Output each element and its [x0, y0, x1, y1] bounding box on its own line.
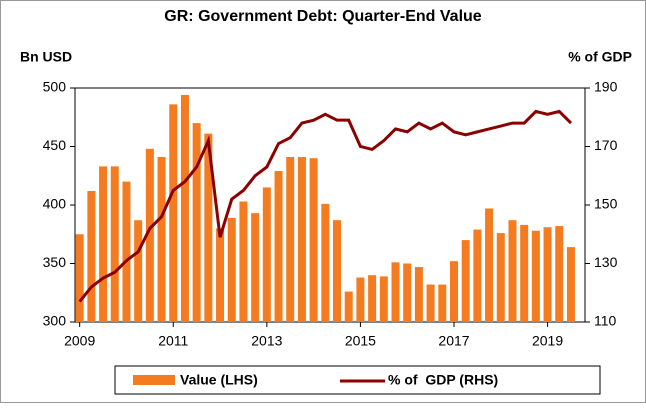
y2-tick-label: 130 [594, 254, 618, 270]
bar [157, 157, 166, 322]
bar [262, 187, 271, 322]
legend-swatch [133, 375, 175, 385]
bar [134, 220, 143, 322]
y-tick-label: 300 [43, 313, 67, 329]
bar [110, 166, 119, 322]
bar [274, 171, 283, 322]
x-tick-label: 2011 [158, 333, 188, 349]
bar [414, 267, 423, 322]
y2-axis-label: % of GDP [568, 49, 632, 65]
y2-tick-label: 150 [594, 196, 618, 212]
bar [344, 291, 353, 322]
bar [99, 166, 108, 322]
bar [508, 220, 517, 322]
y-tick-label: 450 [43, 137, 67, 153]
bar [461, 240, 470, 322]
legend-label: Value (LHS) [180, 372, 258, 388]
bar [543, 227, 552, 322]
bar [566, 247, 575, 322]
bar [473, 229, 482, 322]
bar [309, 158, 318, 322]
bar [485, 208, 494, 322]
bar [333, 220, 342, 322]
bar [145, 148, 154, 322]
x-tick-label: 2017 [438, 333, 469, 349]
bar [321, 203, 330, 322]
y2-tick-label: 170 [594, 137, 618, 153]
bar [438, 284, 447, 322]
y-tick-label: 400 [43, 196, 67, 212]
x-tick-label: 2019 [532, 333, 563, 349]
bar [216, 228, 225, 322]
line [78, 109, 573, 303]
bar [87, 190, 96, 322]
bar [520, 224, 529, 322]
bar [169, 104, 178, 322]
bar [286, 157, 295, 322]
bar [496, 233, 505, 322]
bar [75, 234, 84, 322]
bar [227, 217, 236, 322]
y2-tick-label: 190 [594, 79, 618, 95]
bar [192, 123, 201, 322]
bar [297, 157, 306, 322]
bar [356, 277, 365, 322]
bar [391, 262, 400, 322]
chart-title: GR: Government Debt: Quarter-End Value [164, 8, 481, 25]
bar [426, 284, 435, 322]
bar [403, 263, 412, 322]
bar [449, 261, 458, 322]
x-tick-label: 2013 [251, 333, 282, 349]
y-axis-label: Bn USD [20, 49, 72, 65]
bar [531, 230, 540, 322]
bar [180, 95, 189, 323]
x-tick-label: 2009 [64, 333, 95, 349]
y-tick-label: 350 [43, 254, 67, 270]
bar [555, 226, 564, 322]
x-tick-label: 2015 [345, 333, 376, 349]
bar [368, 275, 377, 322]
y-tick-label: 500 [43, 79, 67, 95]
legend-label: % of GDP (RHS) [388, 372, 498, 388]
bar [239, 201, 248, 322]
bar [251, 213, 260, 322]
bar [122, 181, 131, 322]
y2-tick-label: 110 [594, 313, 617, 329]
bar [379, 276, 388, 322]
bar [204, 133, 213, 322]
